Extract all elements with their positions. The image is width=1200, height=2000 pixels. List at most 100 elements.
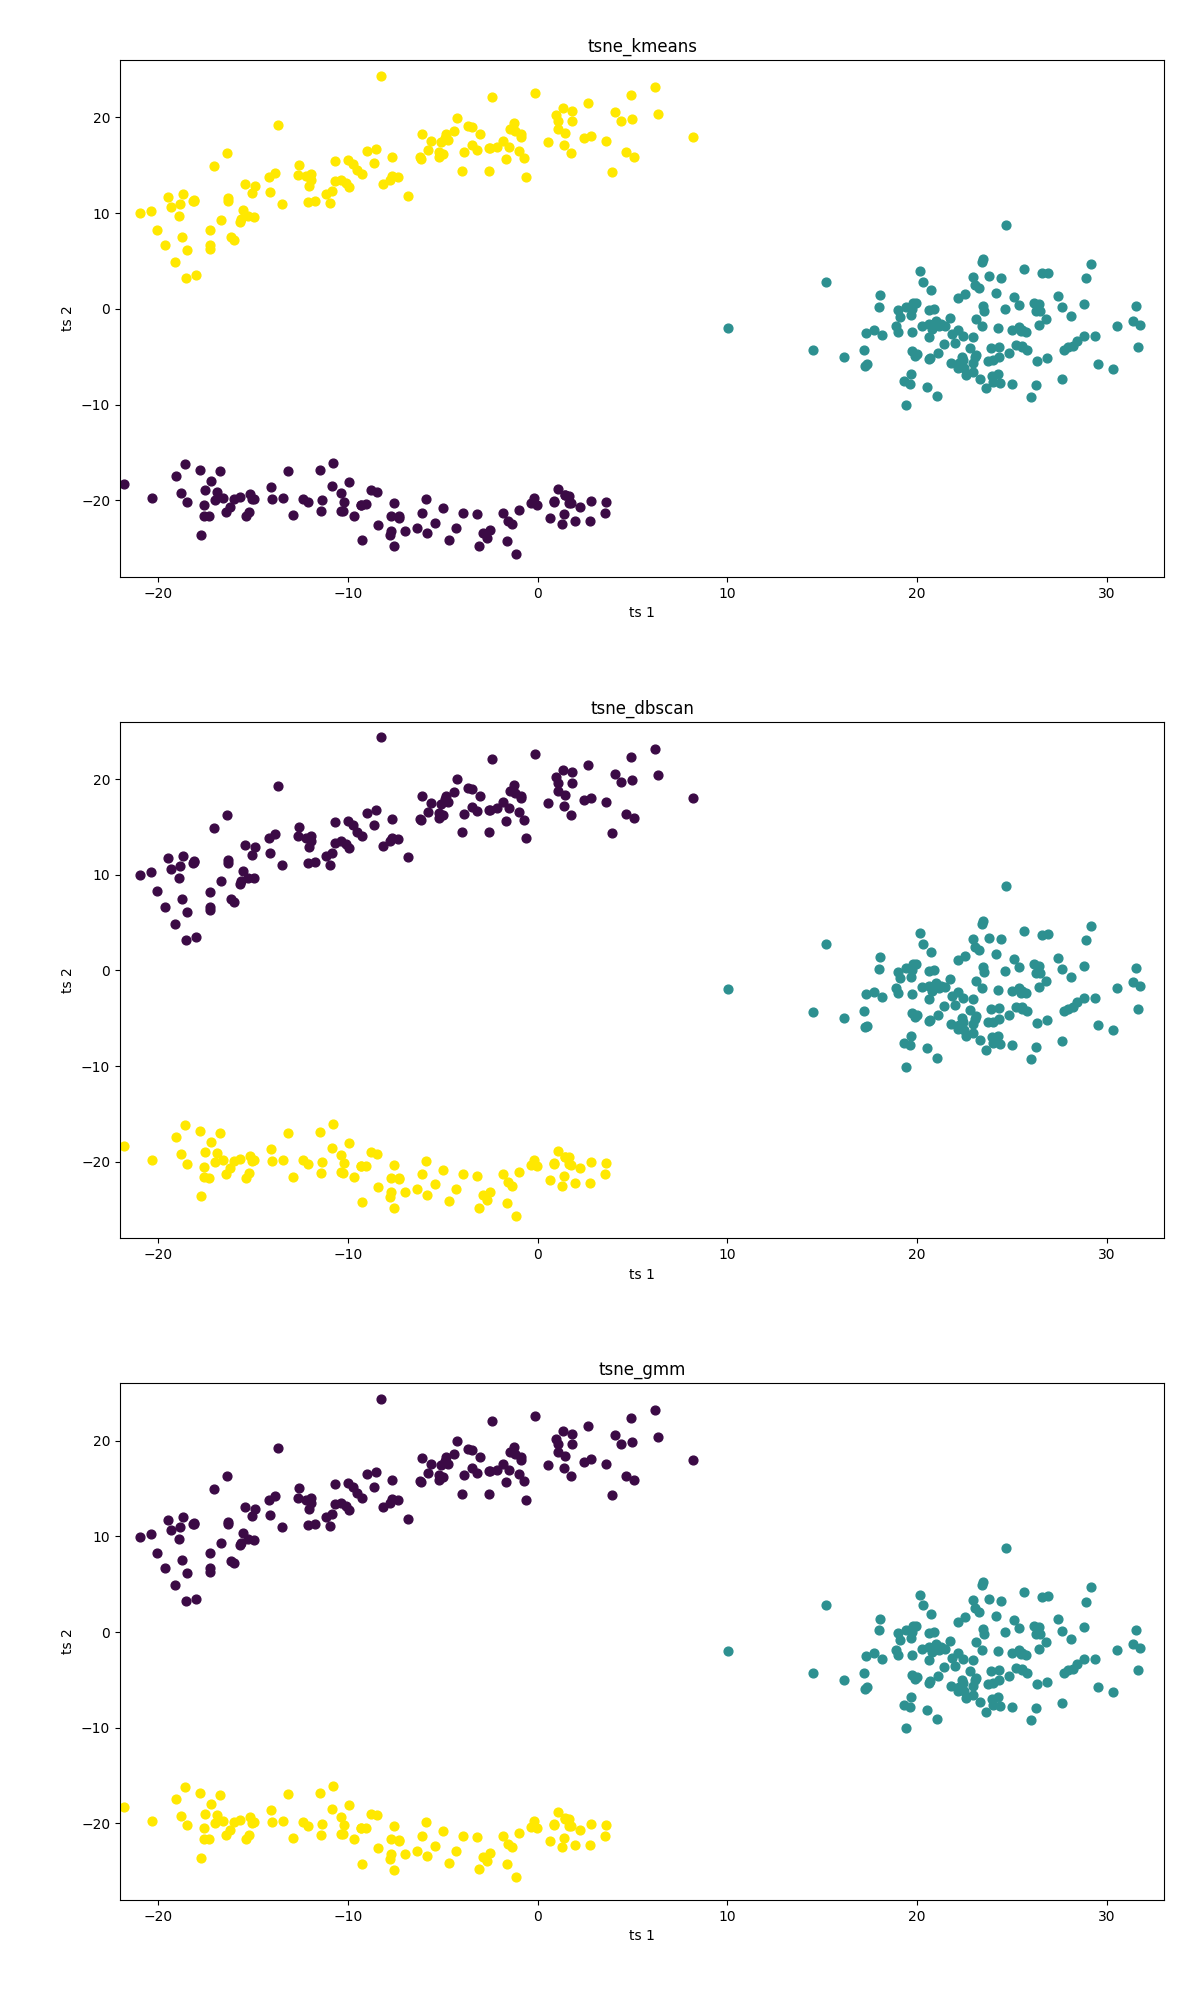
Point <box>1033 1580 1052 1612</box>
Point <box>539 1448 558 1480</box>
Point <box>1127 952 1146 984</box>
Point <box>238 862 257 894</box>
Point <box>200 1556 220 1588</box>
Point <box>1009 950 1028 982</box>
Point <box>288 158 307 190</box>
Point <box>166 908 185 940</box>
Point <box>444 114 463 146</box>
Point <box>988 1682 1007 1714</box>
Point <box>563 766 582 798</box>
Point <box>185 846 204 878</box>
Point <box>148 1536 167 1568</box>
Point <box>834 1002 853 1034</box>
Point <box>245 1492 264 1524</box>
Point <box>612 1428 631 1460</box>
Point <box>431 126 450 158</box>
Point <box>191 454 210 486</box>
Point <box>185 846 204 878</box>
Point <box>312 484 331 516</box>
Point <box>245 482 264 514</box>
Point <box>158 842 178 874</box>
Point <box>278 456 298 488</box>
Point <box>962 1018 982 1050</box>
Point <box>872 320 892 352</box>
Point <box>353 820 372 852</box>
Title: tsne_kmeans: tsne_kmeans <box>587 38 697 56</box>
Point <box>305 1508 324 1540</box>
Point <box>870 942 889 974</box>
Point <box>185 184 204 216</box>
Point <box>430 140 449 172</box>
Point <box>901 1682 920 1714</box>
Point <box>234 194 253 226</box>
Point <box>919 1006 938 1038</box>
Point <box>299 832 318 864</box>
Point <box>178 234 197 266</box>
Point <box>478 1184 497 1216</box>
Point <box>467 1160 486 1192</box>
Point <box>509 1156 528 1188</box>
Point <box>1009 1612 1028 1644</box>
Point <box>887 972 906 1004</box>
Point <box>283 1160 302 1192</box>
Point <box>1108 1634 1127 1666</box>
Point <box>418 1178 437 1210</box>
Point <box>162 1514 181 1546</box>
Point <box>602 156 622 188</box>
Point <box>230 1142 250 1174</box>
Point <box>996 870 1015 902</box>
Point <box>218 846 238 878</box>
Point <box>469 1192 488 1224</box>
Point <box>834 1664 853 1696</box>
Point <box>191 1776 210 1808</box>
Point <box>1000 338 1019 370</box>
Point <box>236 1824 256 1856</box>
Point <box>470 780 490 812</box>
Point <box>966 302 985 334</box>
Point <box>245 832 264 864</box>
Point <box>410 804 430 836</box>
Point <box>487 1454 506 1486</box>
Point <box>1067 324 1086 356</box>
Point <box>186 1582 205 1614</box>
Point <box>416 1806 436 1838</box>
Point <box>352 1150 371 1182</box>
Point <box>298 486 317 518</box>
Point <box>962 1678 982 1710</box>
Point <box>622 740 641 772</box>
Point <box>361 1798 380 1830</box>
Point <box>966 1002 985 1034</box>
Point <box>582 1146 601 1178</box>
Point <box>1021 1042 1040 1074</box>
Point <box>325 1468 344 1500</box>
Point <box>1048 280 1067 312</box>
Point <box>683 782 702 814</box>
Point <box>343 1470 362 1502</box>
Point <box>527 1812 546 1844</box>
Point <box>218 1506 238 1538</box>
Point <box>539 788 558 820</box>
Point <box>596 786 616 818</box>
Point <box>340 832 359 864</box>
Point <box>803 334 822 366</box>
Point <box>574 1446 593 1478</box>
Point <box>870 280 889 312</box>
Point <box>458 110 478 142</box>
Point <box>527 488 546 520</box>
Point <box>331 164 350 196</box>
Point <box>410 142 430 174</box>
Point <box>452 1478 472 1510</box>
Point <box>272 1512 292 1544</box>
Point <box>299 848 318 880</box>
Point <box>983 1006 1002 1038</box>
Point <box>505 116 524 148</box>
Point <box>1038 342 1057 374</box>
Point <box>965 930 984 962</box>
Point <box>436 122 455 154</box>
Point <box>170 1512 190 1544</box>
Point <box>1013 976 1032 1008</box>
Point <box>217 798 236 830</box>
Point <box>1026 370 1045 402</box>
Point <box>582 120 601 152</box>
Point <box>444 776 463 808</box>
